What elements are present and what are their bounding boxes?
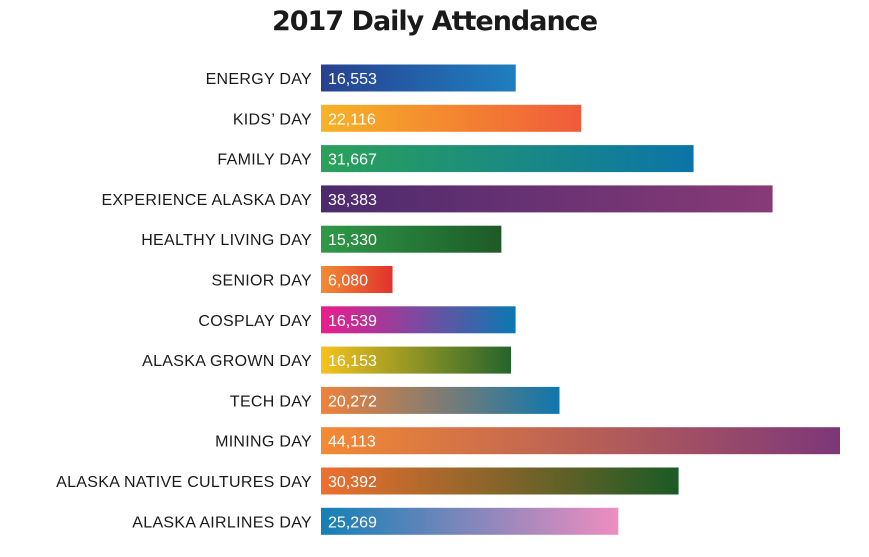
category-label: TECH DAY bbox=[230, 393, 312, 410]
category-label: ALASKA AIRLINES DAY bbox=[132, 514, 312, 531]
category-label: ENERGY DAY bbox=[206, 71, 312, 88]
bar bbox=[321, 266, 393, 293]
category-label: KIDS’ DAY bbox=[233, 111, 312, 128]
bars-layer: ENERGY DAY 16,553 KIDS’ DAY 22,116 FAMILY DA… bbox=[56, 64, 840, 535]
bar bbox=[321, 145, 694, 173]
value-label: 15,330 bbox=[328, 232, 377, 249]
value-label: 25,269 bbox=[328, 514, 377, 531]
bar bbox=[321, 386, 560, 414]
bar bbox=[321, 64, 516, 92]
value-label: 31,667 bbox=[328, 152, 377, 169]
category-label: ALASKA NATIVE CULTURES DAY bbox=[56, 474, 312, 491]
bar bbox=[321, 467, 679, 495]
category-label: SENIOR DAY bbox=[212, 273, 313, 290]
value-label: 38,383 bbox=[328, 192, 377, 209]
bar bbox=[321, 104, 582, 132]
value-label: 20,272 bbox=[328, 393, 377, 410]
category-label: MINING DAY bbox=[215, 434, 312, 451]
category-label: FAMILY DAY bbox=[217, 152, 312, 169]
value-label: 22,116 bbox=[328, 111, 376, 128]
category-label: HEALTHY LIVING DAY bbox=[141, 232, 312, 249]
category-label: COSPLAY DAY bbox=[198, 313, 312, 330]
bar bbox=[321, 225, 502, 253]
value-label: 30,392 bbox=[328, 474, 377, 491]
bar bbox=[321, 427, 840, 455]
value-label: 44,113 bbox=[328, 434, 376, 451]
bar bbox=[321, 185, 773, 213]
value-label: 16,553 bbox=[328, 71, 377, 88]
bar bbox=[321, 507, 619, 535]
value-label: 16,153 bbox=[328, 353, 377, 370]
chart-title: 2017 Daily Attendance bbox=[271, 6, 598, 37]
category-label: ALASKA GROWN DAY bbox=[142, 353, 312, 370]
bar bbox=[321, 346, 512, 374]
value-label: 6,080 bbox=[328, 273, 368, 290]
category-label: EXPERIENCE ALASKA DAY bbox=[101, 192, 312, 209]
value-label: 16,539 bbox=[328, 313, 377, 330]
bar bbox=[321, 306, 516, 334]
